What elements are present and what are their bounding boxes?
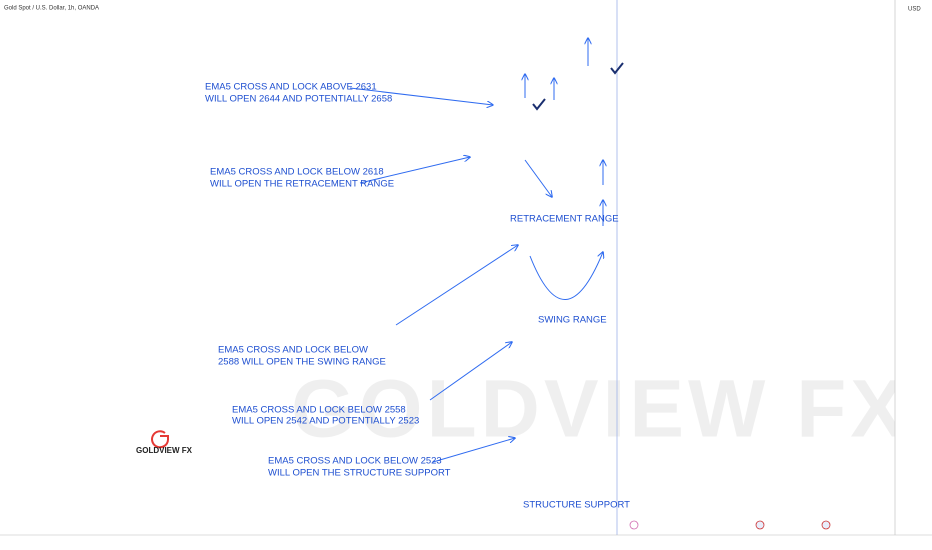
arrow — [349, 87, 493, 105]
event-icon — [629, 520, 639, 530]
watermark: GOLDVIEW FX — [291, 364, 909, 455]
arrow — [359, 157, 470, 184]
arrow — [432, 438, 515, 463]
annotation: WILL OPEN 2542 AND POTENTIALLY 2523 — [232, 416, 419, 427]
annotation: STRUCTURE SUPPORT — [523, 500, 630, 511]
logo-icon — [151, 430, 169, 449]
arrow — [524, 159, 552, 197]
check — [532, 98, 546, 111]
event-icon — [821, 520, 831, 530]
annotation: EMA5 CROSS AND LOCK BELOW 2523 — [268, 456, 442, 467]
annotation: EMA5 CROSS AND LOCK ABOVE 2631 — [205, 82, 377, 93]
event-icon — [755, 520, 765, 530]
arrow — [429, 342, 512, 401]
price-axis — [895, 0, 932, 535]
annotation: RETRACEMENT RANGE — [510, 214, 619, 225]
annotation: 2588 WILL OPEN THE SWING RANGE — [218, 357, 386, 368]
arrow — [395, 245, 518, 326]
swing-curve — [529, 252, 603, 300]
logo-text: GOLDVIEW FX — [136, 446, 193, 455]
time-axis — [0, 535, 932, 550]
check — [610, 62, 624, 75]
annotation: EMA5 CROSS AND LOCK BELOW 2618 — [210, 167, 384, 178]
annotation: EMA5 CROSS AND LOCK BELOW 2558 — [232, 405, 406, 416]
symbol: Gold Spot / U.S. Dollar, 1h, OANDA — [4, 6, 99, 12]
logo: GOLDVIEW FX — [136, 430, 193, 455]
annotation: WILL OPEN 2644 AND POTENTIALLY 2658 — [205, 94, 392, 105]
annotation: WILL OPEN THE STRUCTURE SUPPORT — [268, 468, 451, 479]
currency: USD — [908, 7, 921, 13]
annotation: WILL OPEN THE RETRACEMENT RANGE — [210, 179, 394, 190]
annotation: EMA5 CROSS AND LOCK BELOW — [218, 345, 368, 356]
annotation: SWING RANGE — [538, 315, 607, 326]
arrows — [349, 38, 624, 463]
